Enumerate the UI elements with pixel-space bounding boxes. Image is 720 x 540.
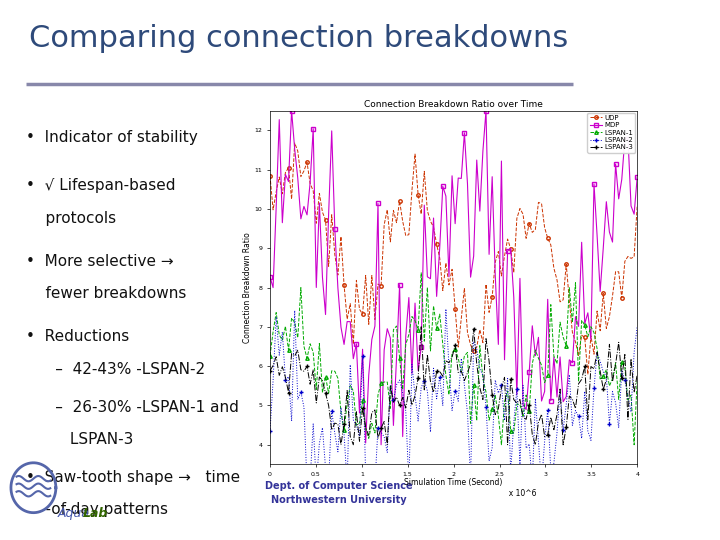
Title: Connection Breakdown Ratio over Time: Connection Breakdown Ratio over Time xyxy=(364,99,543,109)
LSPAN-1 xyxy=(364,435,373,442)
Text: 12: 12 xyxy=(675,501,697,518)
LSPAN-2 xyxy=(626,409,635,415)
Text: fewer breakdowns: fewer breakdowns xyxy=(26,286,186,301)
Line: LSPAN-2: LSPAN-2 xyxy=(268,307,639,486)
LSPAN-1 xyxy=(497,442,505,448)
LSPAN-3 xyxy=(475,384,484,391)
Line: MDP: MDP xyxy=(268,108,639,447)
Text: –  42-43% -LSPAN-2: – 42-43% -LSPAN-2 xyxy=(26,362,205,377)
LSPAN-1 xyxy=(626,392,635,399)
Y-axis label: Connection Breakdown Ratio: Connection Breakdown Ratio xyxy=(243,232,252,343)
LSPAN-1 xyxy=(266,353,274,359)
UDP xyxy=(290,140,299,146)
LSPAN-3 xyxy=(367,409,376,416)
UDP xyxy=(633,202,642,208)
Line: UDP: UDP xyxy=(269,141,639,376)
MDP xyxy=(287,107,296,114)
Line: LSPAN-1: LSPAN-1 xyxy=(269,271,639,447)
Text: protocols: protocols xyxy=(26,211,116,226)
UDP xyxy=(583,371,592,377)
LSPAN-3 xyxy=(337,442,346,448)
Text: •  Saw-tooth shape →   time: • Saw-tooth shape → time xyxy=(26,470,240,485)
LSPAN-3 xyxy=(626,355,635,362)
LSPAN-2 xyxy=(367,462,376,468)
LSPAN-1 xyxy=(343,400,351,407)
MDP xyxy=(377,442,385,448)
Text: Comparing connection breakdowns: Comparing connection breakdowns xyxy=(30,24,569,53)
LSPAN-2 xyxy=(633,323,642,329)
LSPAN-3 xyxy=(417,323,426,330)
UDP xyxy=(626,255,635,261)
MDP xyxy=(633,174,642,180)
LSPAN-2 xyxy=(302,481,311,487)
Text: •  Reductions: • Reductions xyxy=(26,329,130,345)
LSPAN-1 xyxy=(472,417,481,424)
Text: •  More selective →: • More selective → xyxy=(26,254,174,269)
UDP xyxy=(346,300,354,307)
UDP xyxy=(472,344,481,350)
LSPAN-2 xyxy=(266,428,274,435)
Text: •  Indicator of stability: • Indicator of stability xyxy=(26,130,198,145)
MDP xyxy=(346,319,354,325)
LSPAN-2 xyxy=(525,441,534,447)
MDP xyxy=(626,202,635,209)
X-axis label: Simulation Time (Second)
                                                       : Simulation Time (Second) xyxy=(371,478,536,498)
LSPAN-3 xyxy=(525,401,534,408)
LSPAN-2 xyxy=(475,366,484,372)
UDP xyxy=(522,235,531,241)
UDP xyxy=(559,296,567,303)
MDP xyxy=(562,394,570,400)
LSPAN-1 xyxy=(525,408,534,415)
Text: Dept. of Computer Science
Northwestern University: Dept. of Computer Science Northwestern U… xyxy=(265,481,413,505)
MDP xyxy=(525,369,534,375)
LSPAN-2 xyxy=(346,362,354,368)
Text: -of-day patterns: -of-day patterns xyxy=(26,502,168,517)
LSPAN-3 xyxy=(633,372,642,378)
Text: Aqua: Aqua xyxy=(58,507,89,520)
UDP xyxy=(266,172,274,179)
MDP xyxy=(266,274,274,280)
Text: Lab: Lab xyxy=(83,507,109,520)
UDP xyxy=(367,272,376,279)
LSPAN-1 xyxy=(633,376,642,383)
Legend: UDP, MDP, LSPAN-1, LSPAN-2, LSPAN-3: UDP, MDP, LSPAN-1, LSPAN-2, LSPAN-3 xyxy=(588,113,635,152)
Text: LSPAN-3: LSPAN-3 xyxy=(26,432,133,447)
LSPAN-1 xyxy=(562,342,570,349)
MDP xyxy=(475,208,484,214)
LSPAN-3 xyxy=(266,367,274,374)
LSPAN-2 xyxy=(562,401,570,408)
LSPAN-3 xyxy=(346,433,354,440)
LSPAN-2 xyxy=(441,306,450,312)
Text: –  26-30% -LSPAN-1 and: – 26-30% -LSPAN-1 and xyxy=(26,400,239,415)
Line: LSPAN-3: LSPAN-3 xyxy=(269,325,639,447)
LSPAN-3 xyxy=(562,424,570,430)
MDP xyxy=(367,336,376,343)
LSPAN-1 xyxy=(417,269,426,276)
Text: •  √ Lifespan-based: • √ Lifespan-based xyxy=(26,178,176,193)
